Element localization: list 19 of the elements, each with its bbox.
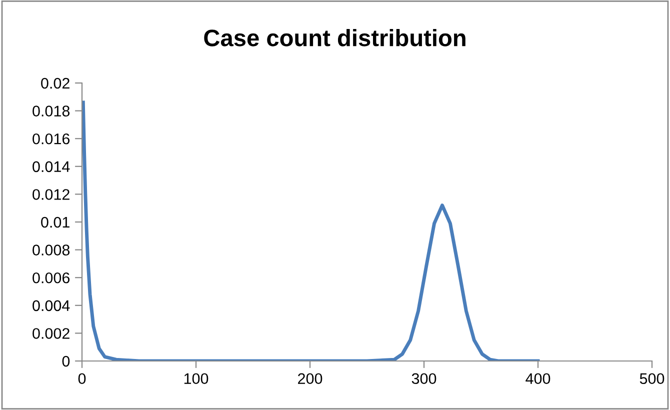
chart-title: Case count distribution <box>204 28 466 46</box>
y-tick-label: 0.004 <box>32 300 70 312</box>
y-tick-label: 0.018 <box>32 106 70 116</box>
y-tick-label: 0.008 <box>32 244 70 256</box>
x-tick-label: 200 <box>298 373 322 384</box>
y-tick-label: 0.006 <box>32 272 70 284</box>
y-tick-label: 0.012 <box>32 189 70 200</box>
y-tick-label: 0.002 <box>32 328 70 339</box>
x-tick-label: 0 <box>78 373 86 384</box>
x-tick-label: 500 <box>640 373 664 384</box>
y-tick-label: 0.02 <box>41 78 70 89</box>
y-tick-label: 0.014 <box>32 161 70 172</box>
line-series <box>82 100 540 361</box>
x-tick-label: 100 <box>184 373 208 384</box>
x-tick-label: 400 <box>526 373 550 384</box>
y-tick-label: 0 <box>62 356 70 367</box>
x-tick-label: 300 <box>412 373 436 384</box>
y-tick-label: 0.01 <box>41 216 70 228</box>
y-tick-label: 0.016 <box>32 133 70 144</box>
